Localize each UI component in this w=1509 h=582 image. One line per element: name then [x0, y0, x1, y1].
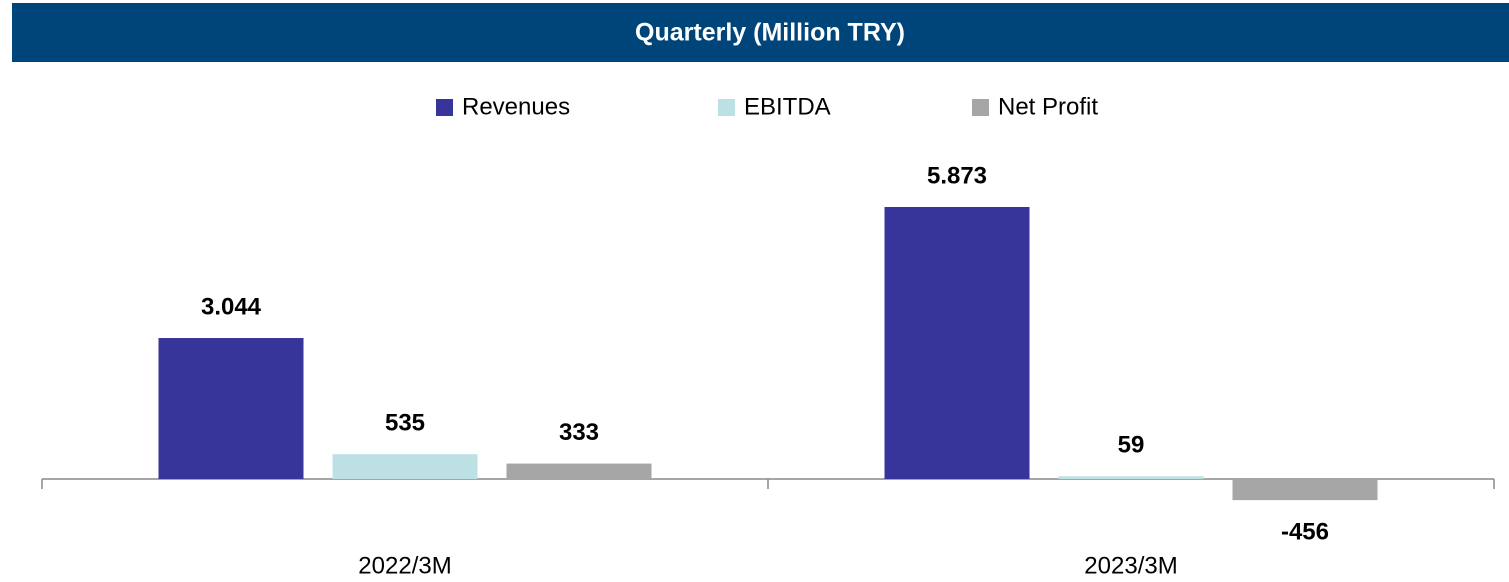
x-tick-label: 2022/3M: [358, 552, 451, 579]
bar: [506, 463, 652, 479]
bar: [332, 454, 478, 479]
bar: [884, 207, 1030, 479]
chart-title: Quarterly (Million TRY): [635, 19, 905, 47]
data-label: 333: [559, 419, 599, 446]
legend-label: Net Profit: [998, 93, 1098, 120]
data-label: 3.044: [201, 293, 262, 320]
data-label: -456: [1281, 518, 1329, 545]
title-bar: [12, 3, 1509, 62]
legend-swatch: [972, 99, 989, 116]
legend-label: EBITDA: [744, 93, 831, 120]
data-label: 5.873: [927, 162, 987, 189]
bar: [1058, 476, 1204, 479]
legend-swatch: [436, 99, 453, 116]
x-tick-label: 2023/3M: [1084, 552, 1177, 579]
legend-label: Revenues: [462, 93, 570, 120]
legend-swatch: [718, 99, 735, 116]
data-label: 59: [1118, 432, 1145, 459]
data-label: 535: [385, 410, 425, 437]
bar: [158, 338, 304, 479]
bar: [1232, 479, 1378, 501]
